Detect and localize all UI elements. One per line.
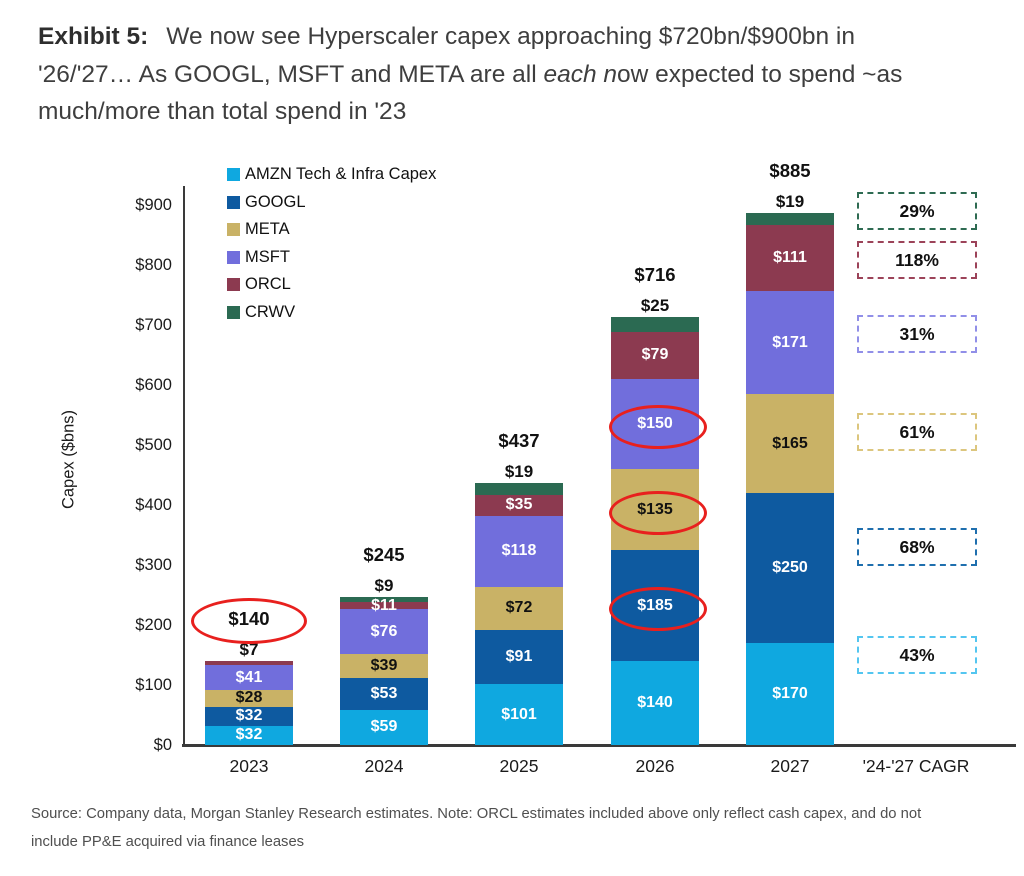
bar-segment-2023-GOOGL (205, 706, 293, 726)
legend-label-CRWV: CRWV (245, 302, 296, 321)
cagr-box-CRWV: 29% (857, 192, 977, 230)
red-circle-annotation-2026-MSFT (609, 405, 707, 449)
x-axis-label-2024: 2024 (364, 756, 404, 776)
y-tick-label: $400 (135, 496, 172, 514)
y-tick-label: $300 (135, 556, 172, 574)
title-line-1: Exhibit 5: We now see Hyperscaler capex a… (38, 23, 855, 50)
legend-swatch-MSFT-icon (227, 250, 240, 264)
above-bar-label-2025: $19 (504, 462, 534, 482)
legend-swatch-META-icon (227, 223, 240, 236)
legend-swatch-GOOGL-icon (227, 195, 240, 209)
bar-segment-2025-AMZN (475, 684, 563, 745)
bar-segment-2027-CRWV (746, 213, 834, 225)
legend-swatch-AMZN-icon (227, 168, 240, 181)
y-tick-label: $200 (135, 616, 172, 634)
bar-segment-2023-MSFT (205, 665, 293, 690)
bar-segment-2025-ORCL (475, 494, 563, 516)
y-tick-label: $0 (153, 736, 172, 754)
source-line-1: Source: Company data, Morgan Stanley Res… (31, 806, 922, 822)
y-tick-label: $700 (135, 316, 172, 334)
title-line-2: '26/'27… As GOOGL, MSFT and META are all… (38, 60, 903, 88)
above-bar-label-2026: $25 (640, 295, 670, 315)
bar-segment-2024-AMZN (340, 709, 428, 745)
red-circle-annotation-total-2023 (191, 598, 307, 644)
above-bar-label-2024: $9 (374, 575, 394, 595)
y-tick-label: $600 (135, 376, 172, 394)
above-bar-label-2023: $7 (239, 640, 259, 659)
bar-segment-2026-AMZN (611, 661, 699, 745)
cagr-box-ORCL: 118% (857, 241, 977, 279)
cagr-box-META: 61% (857, 413, 977, 451)
bar-segment-2024-GOOGL (340, 677, 428, 710)
legend-label-AMZN: AMZN Tech & Infra Capex (245, 165, 437, 183)
cagr-box-AMZN: 43% (857, 636, 977, 674)
exhibit-title: Exhibit 5: We now see Hyperscaler capex a… (38, 18, 998, 131)
title-line-3: much/more than total spend in '23 (38, 98, 407, 125)
above-bar-label-2027: $19 (775, 192, 805, 212)
legend-item-AMZN: AMZN Tech & Infra Capex (227, 164, 436, 185)
legend-label-MSFT: MSFT (245, 247, 290, 266)
x-axis-label-cagr: '24-'27 CAGR (862, 756, 970, 776)
y-tick-label: $800 (135, 256, 172, 274)
y-tick-label: $500 (135, 436, 172, 454)
bar-segment-2026-ORCL (611, 331, 699, 379)
x-axis-label-2023: 2023 (229, 756, 269, 776)
total-label-2024: $245 (363, 543, 405, 565)
red-circle-annotation-2026-GOOGL (609, 586, 707, 631)
bar-segment-2025-META (475, 586, 563, 630)
total-label-2027: $885 (769, 160, 811, 182)
legend-label-META: META (245, 220, 290, 238)
legend-item-GOOGL: GOOGL (227, 192, 306, 213)
legend-item-ORCL: ORCL (227, 274, 291, 295)
bar-segment-2024-META (340, 654, 428, 678)
legend-label-ORCL: ORCL (245, 275, 291, 293)
bar-segment-2027-ORCL (746, 224, 834, 292)
cagr-box-GOOGL: 68% (857, 528, 977, 566)
y-axis-title: Capex ($bns) (59, 409, 78, 510)
source-line-2: include PP&E acquired via finance leases (31, 833, 305, 850)
bar-segment-2023-META (205, 689, 293, 707)
bar-segment-2023-ORCL (205, 661, 293, 666)
bar-segment-2025-MSFT (475, 515, 563, 587)
total-label-2025: $437 (498, 430, 540, 452)
y-tick-label: $100 (135, 676, 172, 694)
bar-segment-2025-CRWV (475, 483, 563, 495)
legend-item-META: META (227, 219, 290, 240)
bar-segment-2027-AMZN (746, 643, 834, 745)
source-note: Source: Company data, Morgan Stanley Res… (31, 801, 1016, 856)
x-axis-label-2026: 2026 (635, 756, 675, 776)
y-tick-label: $900 (135, 196, 172, 214)
bar-segment-2025-GOOGL (475, 629, 563, 685)
x-axis-label-2027: 2027 (770, 756, 810, 776)
total-label-2026: $716 (634, 263, 676, 285)
red-circle-annotation-2026-META (609, 490, 707, 535)
bar-segment-2027-GOOGL (746, 493, 834, 643)
y-axis-line (183, 186, 185, 745)
bar-segment-2024-CRWV (340, 596, 428, 603)
legend-label-GOOGL: GOOGL (245, 192, 306, 211)
x-axis-line (182, 744, 1016, 747)
bar-segment-2024-ORCL (340, 602, 428, 609)
legend-swatch-ORCL-icon (227, 278, 240, 291)
bar-segment-2027-MSFT (746, 291, 834, 394)
cagr-box-MSFT: 31% (857, 315, 977, 353)
bar-segment-2026-CRWV (611, 316, 699, 332)
x-axis-label-2025: 2025 (499, 756, 539, 776)
bar-segment-2024-MSFT (340, 608, 428, 655)
legend-swatch-CRWV-icon (227, 305, 240, 319)
legend-item-MSFT: MSFT (227, 247, 290, 268)
bar-segment-2023-AMZN (205, 725, 293, 745)
bar-segment-2027-META (746, 394, 834, 493)
legend-item-CRWV: CRWV (227, 302, 295, 323)
capex-stacked-bar-chart: $0 $100 $200 $300 $400 $500 $600 $700 $800 $900 Ca… (59, 160, 1016, 776)
exhibit-number: Exhibit 5: (38, 23, 149, 50)
